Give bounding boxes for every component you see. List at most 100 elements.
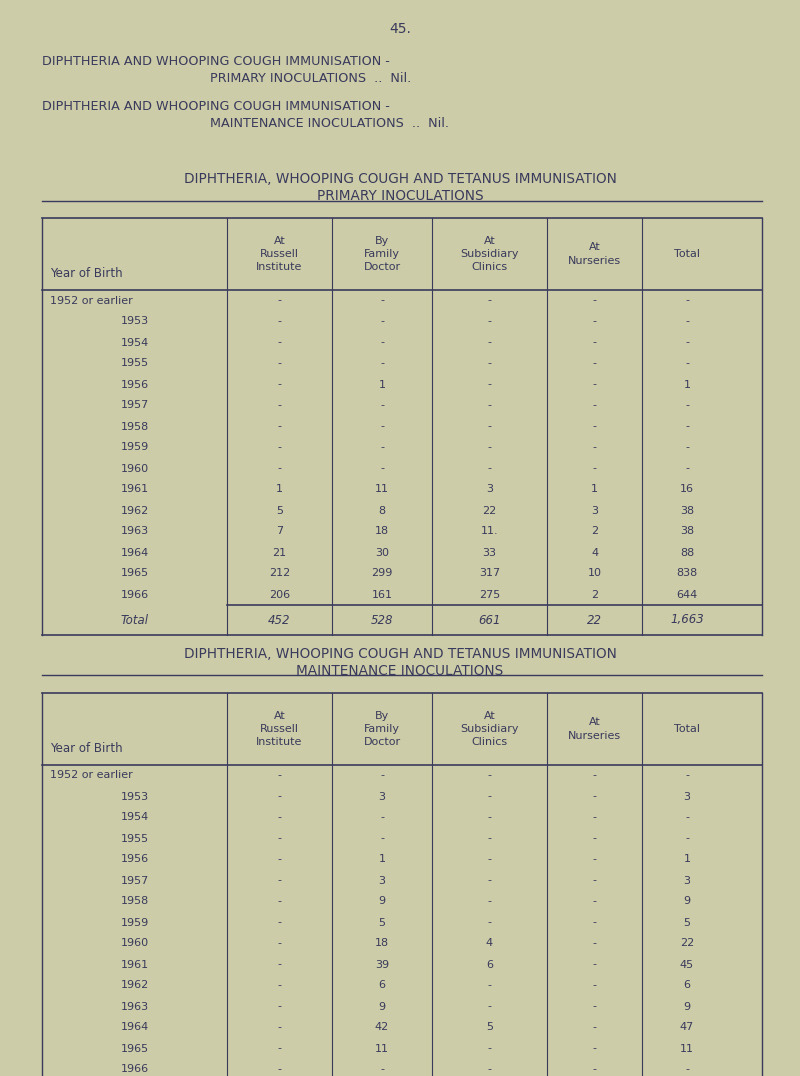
Text: -: - (593, 938, 597, 949)
Text: At
Subsidiary
Clinics: At Subsidiary Clinics (460, 236, 518, 272)
Text: -: - (487, 380, 491, 390)
Text: -: - (278, 338, 282, 348)
Text: -: - (487, 358, 491, 368)
Text: 6: 6 (486, 960, 493, 969)
Text: 22: 22 (587, 613, 602, 626)
Text: 1956: 1956 (121, 380, 149, 390)
Text: -: - (278, 422, 282, 431)
Text: -: - (593, 1022, 597, 1033)
Text: -: - (487, 400, 491, 411)
Text: 33: 33 (482, 548, 497, 557)
Text: DIPHTHERIA, WHOOPING COUGH AND TETANUS IMMUNISATION: DIPHTHERIA, WHOOPING COUGH AND TETANUS I… (183, 647, 617, 661)
Text: -: - (487, 770, 491, 780)
Text: -: - (685, 316, 689, 326)
Text: 9: 9 (378, 1002, 386, 1011)
Text: -: - (487, 834, 491, 844)
Text: 3: 3 (591, 506, 598, 515)
Text: 528: 528 (370, 613, 394, 626)
Text: -: - (278, 792, 282, 802)
Text: -: - (593, 960, 597, 969)
Text: -: - (380, 770, 384, 780)
Text: -: - (278, 1064, 282, 1075)
Text: -: - (487, 1044, 491, 1053)
Text: At
Russell
Institute: At Russell Institute (256, 711, 302, 747)
Text: -: - (593, 812, 597, 822)
Text: -: - (487, 812, 491, 822)
Text: 18: 18 (375, 526, 389, 537)
Text: 317: 317 (479, 568, 500, 579)
Text: 42: 42 (375, 1022, 389, 1033)
Text: -: - (593, 380, 597, 390)
Text: By
Family
Doctor: By Family Doctor (363, 711, 401, 747)
Text: 2: 2 (591, 590, 598, 599)
Text: -: - (685, 338, 689, 348)
Text: -: - (593, 296, 597, 306)
Text: 30: 30 (375, 548, 389, 557)
Text: PRIMARY INOCULATIONS: PRIMARY INOCULATIONS (317, 189, 483, 203)
Text: 38: 38 (680, 526, 694, 537)
Text: 1956: 1956 (121, 854, 149, 864)
Text: -: - (380, 422, 384, 431)
Text: -: - (487, 792, 491, 802)
Text: Year of Birth: Year of Birth (50, 742, 122, 755)
Text: -: - (278, 896, 282, 906)
Text: -: - (685, 812, 689, 822)
Text: -: - (278, 770, 282, 780)
Text: 452: 452 (268, 613, 290, 626)
Text: -: - (593, 316, 597, 326)
Text: 1: 1 (276, 484, 283, 495)
Text: 644: 644 (676, 590, 698, 599)
Text: 161: 161 (371, 590, 393, 599)
Text: -: - (487, 464, 491, 473)
Text: -: - (380, 296, 384, 306)
Text: -: - (278, 1002, 282, 1011)
Text: -: - (685, 358, 689, 368)
Text: 1: 1 (378, 854, 386, 864)
Text: -: - (593, 876, 597, 886)
Text: 3: 3 (378, 876, 386, 886)
Text: 1962: 1962 (120, 980, 149, 991)
Text: -: - (593, 442, 597, 453)
Text: By
Family
Doctor: By Family Doctor (363, 236, 401, 272)
Text: -: - (278, 316, 282, 326)
Text: 1: 1 (683, 854, 690, 864)
Text: -: - (487, 296, 491, 306)
Text: -: - (278, 980, 282, 991)
Text: 1955: 1955 (121, 834, 149, 844)
Text: -: - (487, 442, 491, 453)
Text: -: - (487, 854, 491, 864)
Text: -: - (593, 1044, 597, 1053)
Text: 1960: 1960 (121, 464, 149, 473)
Text: -: - (593, 896, 597, 906)
Text: -: - (593, 358, 597, 368)
Text: 1957: 1957 (120, 400, 149, 411)
Text: -: - (487, 1064, 491, 1075)
Text: 838: 838 (676, 568, 698, 579)
Text: -: - (380, 464, 384, 473)
Text: -: - (593, 422, 597, 431)
Text: 45.: 45. (389, 22, 411, 36)
Text: 8: 8 (378, 506, 386, 515)
Text: -: - (278, 380, 282, 390)
Text: 4: 4 (486, 938, 493, 949)
Text: 1961: 1961 (121, 484, 149, 495)
Text: -: - (278, 442, 282, 453)
Text: -: - (487, 1002, 491, 1011)
Text: -: - (380, 1064, 384, 1075)
Text: At
Russell
Institute: At Russell Institute (256, 236, 302, 272)
Text: 3: 3 (486, 484, 493, 495)
Text: -: - (685, 400, 689, 411)
Text: -: - (380, 338, 384, 348)
Text: Total: Total (674, 724, 700, 734)
Text: 3: 3 (683, 792, 690, 802)
Text: 1952 or earlier: 1952 or earlier (50, 296, 133, 306)
Text: 6: 6 (378, 980, 386, 991)
Text: -: - (380, 358, 384, 368)
Text: 1965: 1965 (121, 568, 149, 579)
Text: 7: 7 (276, 526, 283, 537)
Text: 5: 5 (486, 1022, 493, 1033)
Text: 4: 4 (591, 548, 598, 557)
Text: -: - (685, 422, 689, 431)
Text: -: - (278, 834, 282, 844)
Text: -: - (593, 834, 597, 844)
